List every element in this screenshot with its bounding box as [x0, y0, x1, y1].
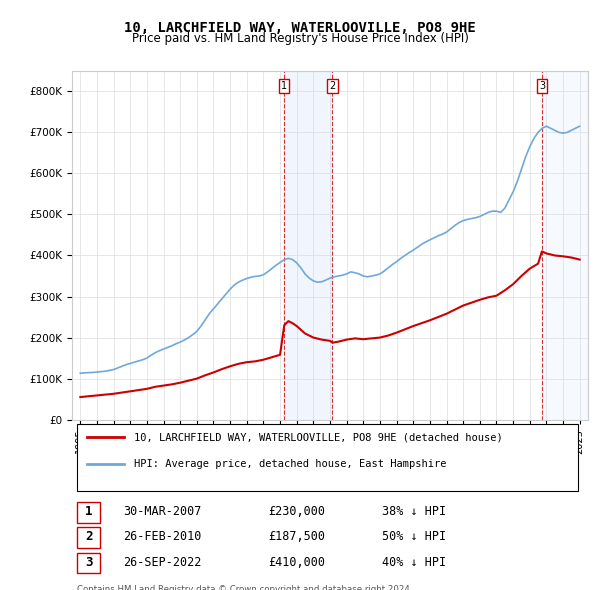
- Text: 26-SEP-2022: 26-SEP-2022: [124, 556, 202, 569]
- Text: 26-FEB-2010: 26-FEB-2010: [124, 530, 202, 543]
- Text: HPI: Average price, detached house, East Hampshire: HPI: Average price, detached house, East…: [134, 459, 446, 469]
- FancyBboxPatch shape: [77, 424, 578, 491]
- Text: 30-MAR-2007: 30-MAR-2007: [124, 505, 202, 518]
- Text: 1: 1: [281, 81, 287, 91]
- Text: 3: 3: [85, 556, 93, 569]
- Text: 50% ↓ HPI: 50% ↓ HPI: [382, 530, 446, 543]
- FancyBboxPatch shape: [77, 502, 100, 523]
- Bar: [284, 71, 332, 419]
- Text: Price paid vs. HM Land Registry's House Price Index (HPI): Price paid vs. HM Land Registry's House …: [131, 32, 469, 45]
- Text: Contains HM Land Registry data © Crown copyright and database right 2024.
This d: Contains HM Land Registry data © Crown c…: [77, 585, 413, 590]
- Text: £230,000: £230,000: [268, 505, 325, 518]
- Text: 10, LARCHFIELD WAY, WATERLOOVILLE, PO8 9HE (detached house): 10, LARCHFIELD WAY, WATERLOOVILLE, PO8 9…: [134, 432, 503, 442]
- FancyBboxPatch shape: [77, 527, 100, 548]
- Text: 3: 3: [539, 81, 545, 91]
- Text: 38% ↓ HPI: 38% ↓ HPI: [382, 505, 446, 518]
- FancyBboxPatch shape: [77, 553, 100, 573]
- Text: 40% ↓ HPI: 40% ↓ HPI: [382, 556, 446, 569]
- Text: 2: 2: [85, 530, 93, 543]
- Bar: [542, 71, 588, 419]
- Text: 1: 1: [85, 505, 93, 518]
- Text: £187,500: £187,500: [268, 530, 325, 543]
- Text: 2: 2: [329, 81, 335, 91]
- Text: 10, LARCHFIELD WAY, WATERLOOVILLE, PO8 9HE: 10, LARCHFIELD WAY, WATERLOOVILLE, PO8 9…: [124, 21, 476, 35]
- Text: £410,000: £410,000: [268, 556, 325, 569]
